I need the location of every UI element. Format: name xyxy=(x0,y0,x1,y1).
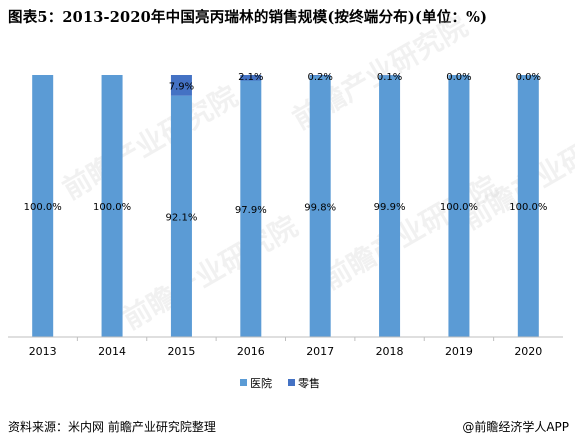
x-ticks: 2013 2014 2015 2016 2017 2018 2019 2020 xyxy=(29,337,542,358)
data-label-hospital-2013: 100.0% xyxy=(24,202,62,213)
data-label-retail-2015: 7.9% xyxy=(169,81,194,92)
x-tick-label-2014: 2014 xyxy=(98,345,126,358)
x-tick-label-2019: 2019 xyxy=(445,345,473,358)
bar-hospital-2016 xyxy=(240,80,262,337)
legend: 医院 零售 xyxy=(240,376,320,390)
bar-hospital-2020 xyxy=(517,75,539,337)
bar-hospital-2015 xyxy=(170,95,192,337)
data-label-hospital-2019: 100.0% xyxy=(440,202,478,213)
watermark-text: 前瞻产业研究院 xyxy=(457,109,575,236)
x-tick-label-2018: 2018 xyxy=(376,345,404,358)
data-label-retail-2016: 2.1% xyxy=(238,72,263,83)
source-text: 资料来源：米内网 前瞻产业研究院整理 xyxy=(8,420,216,434)
data-label-retail-2019: 0.0% xyxy=(446,72,471,83)
chart-title: 图表5：2013-2020年中国亮丙瑞林的销售规模(按终端分布)(单位：%) xyxy=(8,9,488,26)
data-label-hospital-2016: 97.9% xyxy=(235,205,267,216)
bar-hospital-2017 xyxy=(309,75,331,338)
bar-hospital-2013 xyxy=(32,75,54,337)
bar-hospital-2014 xyxy=(101,75,123,337)
bar-retail-2017 xyxy=(309,75,331,76)
x-tick-label-2017: 2017 xyxy=(306,345,334,358)
data-label-hospital-2017: 99.8% xyxy=(304,202,336,213)
x-tick-label-2016: 2016 xyxy=(237,345,265,358)
data-label-hospital-2014: 100.0% xyxy=(93,202,131,213)
footer: 资料来源：米内网 前瞻产业研究院整理 @前瞻经济学人APP xyxy=(0,416,575,438)
x-tick-label-2013: 2013 xyxy=(29,345,57,358)
bars-layer xyxy=(32,75,539,338)
bar-hospital-2018 xyxy=(379,75,401,338)
bar-hospital-2019 xyxy=(448,75,470,337)
legend-label-retail: 零售 xyxy=(298,376,320,390)
brand-text: @前瞻经济学人APP xyxy=(462,420,569,434)
data-label-retail-2017: 0.2% xyxy=(307,72,332,83)
watermark-text: 前瞻产业研究院 xyxy=(117,209,303,336)
x-tick-label-2020: 2020 xyxy=(514,345,542,358)
legend-label-hospital: 医院 xyxy=(250,376,272,390)
data-label-hospital-2018: 99.9% xyxy=(374,202,406,213)
bar-retail-2015 xyxy=(170,75,192,96)
legend-swatch-retail xyxy=(288,379,295,386)
bar-retail-2016 xyxy=(240,75,262,81)
watermark-text: 前瞻产业研究院 xyxy=(57,79,243,206)
data-label-hospital-2015: 92.1% xyxy=(166,212,198,223)
x-tick-label-2015: 2015 xyxy=(167,345,195,358)
legend-swatch-hospital xyxy=(240,379,247,386)
data-label-hospital-2020: 100.0% xyxy=(509,202,547,213)
data-labels: 100.0% 100.0% 92.1% 7.9% 97.9% 2.1% 99.8% 0.2% 9… xyxy=(24,72,548,223)
data-label-retail-2020: 0.0% xyxy=(516,72,541,83)
data-label-retail-2018: 0.1% xyxy=(377,72,402,83)
